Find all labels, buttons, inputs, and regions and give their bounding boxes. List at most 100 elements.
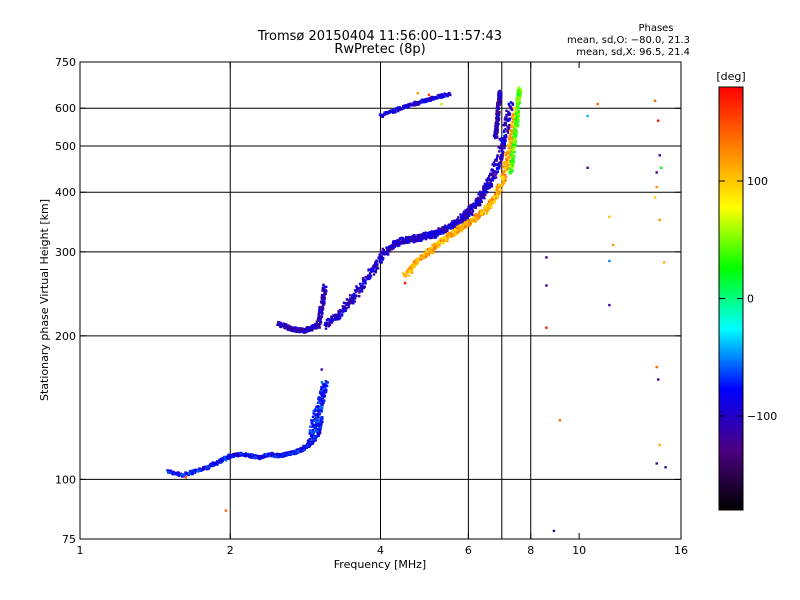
data-point <box>339 310 342 313</box>
data-point <box>453 230 457 233</box>
chart-subtitle: RwPretec (8p) <box>334 42 425 57</box>
data-point <box>410 235 413 239</box>
data-point <box>468 210 472 213</box>
data-point <box>310 436 314 440</box>
data-point <box>514 121 517 125</box>
data-point <box>333 318 336 321</box>
data-point <box>437 229 440 232</box>
data-point <box>385 111 388 114</box>
data-point <box>509 165 512 168</box>
data-point <box>321 287 324 290</box>
data-point <box>315 417 319 420</box>
data-point <box>354 290 358 294</box>
data-point <box>437 242 441 246</box>
data-point <box>404 238 407 241</box>
data-point <box>493 133 496 137</box>
isolated-point <box>653 99 657 102</box>
data-point <box>211 461 214 464</box>
data-point <box>169 471 172 474</box>
x-tick-label: 10 <box>572 544 586 557</box>
data-point <box>379 255 382 259</box>
data-point <box>384 113 387 116</box>
data-point <box>312 432 315 435</box>
y-tick-label: 100 <box>55 473 76 486</box>
data-point <box>339 308 342 312</box>
data-point <box>508 163 511 166</box>
data-point <box>496 183 500 186</box>
data-point <box>495 109 498 112</box>
data-point <box>496 101 499 104</box>
data-point <box>494 173 497 176</box>
data-point <box>506 131 510 134</box>
data-point <box>373 264 376 267</box>
data-point <box>424 237 428 240</box>
data-point <box>323 399 326 402</box>
data-point <box>393 240 397 243</box>
data-point <box>322 289 326 293</box>
data-point <box>326 323 329 326</box>
data-point <box>347 306 350 309</box>
data-point <box>506 119 509 122</box>
data-point <box>519 89 523 92</box>
data-point <box>504 165 507 168</box>
data-point <box>485 211 488 214</box>
data-point <box>472 216 475 219</box>
data-point <box>324 390 328 393</box>
data-point <box>315 324 319 327</box>
data-point <box>337 312 340 315</box>
data-point <box>483 197 486 200</box>
data-point <box>348 297 352 300</box>
data-point <box>186 472 190 475</box>
data-point <box>420 254 423 257</box>
data-point <box>460 228 463 231</box>
data-point <box>439 238 442 241</box>
data-point <box>171 472 174 475</box>
data-point <box>188 472 191 475</box>
data-point <box>317 311 321 314</box>
data-point <box>321 406 324 410</box>
data-point <box>318 400 322 403</box>
data-point <box>433 247 437 250</box>
data-point <box>490 185 494 188</box>
data-point <box>453 231 456 235</box>
data-point <box>508 140 511 143</box>
data-point <box>510 125 513 128</box>
data-point <box>504 134 508 137</box>
data-point <box>334 313 337 317</box>
data-point <box>501 179 505 182</box>
data-point <box>482 192 485 196</box>
data-point <box>322 285 325 288</box>
data-point <box>321 403 324 406</box>
data-point <box>385 250 388 254</box>
data-point <box>378 258 381 262</box>
data-point <box>340 314 344 317</box>
colorbar-label: [deg] <box>716 70 745 83</box>
data-point <box>429 248 433 252</box>
data-point <box>428 248 431 251</box>
data-point <box>303 329 306 332</box>
data-point <box>459 213 462 216</box>
data-point <box>345 307 348 310</box>
data-point <box>466 222 469 226</box>
data-point <box>517 116 520 119</box>
data-point <box>222 457 225 460</box>
data-point <box>508 113 511 116</box>
data-point <box>311 441 314 444</box>
data-point <box>449 231 452 234</box>
data-point <box>503 134 506 138</box>
data-point <box>312 433 315 437</box>
data-point <box>486 181 489 184</box>
data-point <box>475 197 478 201</box>
data-point <box>316 420 319 423</box>
data-point <box>489 184 492 187</box>
data-point <box>464 219 468 222</box>
data-point <box>437 240 440 243</box>
data-point <box>518 87 521 91</box>
data-point <box>290 451 294 454</box>
data-point <box>464 209 467 212</box>
data-point <box>286 451 289 454</box>
data-point <box>445 228 448 231</box>
data-point <box>413 264 417 268</box>
data-point <box>317 396 321 399</box>
data-point <box>497 90 501 94</box>
